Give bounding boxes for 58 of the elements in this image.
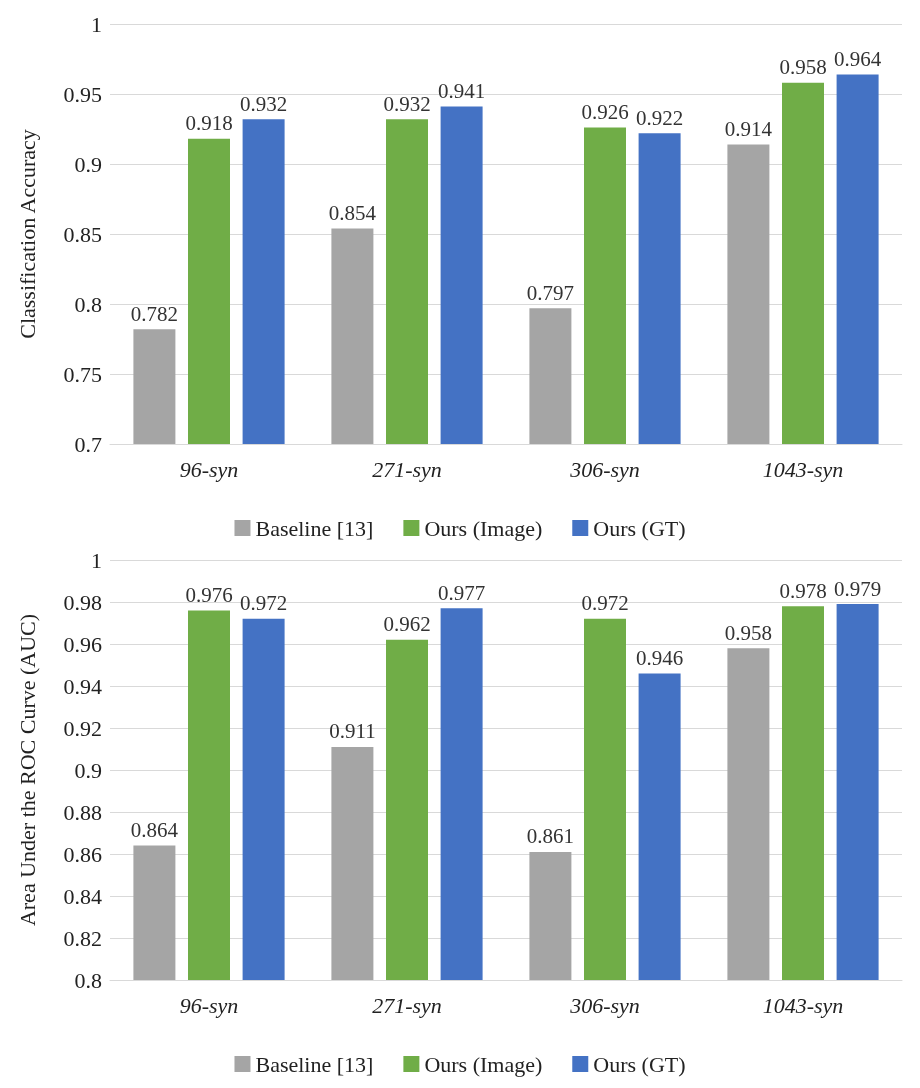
- y-tick-label: 0.9: [74, 151, 102, 177]
- data-label: 0.978: [779, 578, 827, 603]
- y-tick-label: 0.98: [63, 589, 102, 615]
- data-label: 0.977: [437, 580, 486, 605]
- y-tick-label: 0.96: [63, 631, 102, 657]
- y-tick-label: 0.85: [63, 221, 102, 247]
- data-label: 0.976: [185, 582, 233, 607]
- x-tick-label: 306-syn: [569, 456, 640, 482]
- legend-label: Ours (GT): [593, 515, 686, 541]
- data-label: 0.854: [328, 200, 377, 225]
- data-label: 0.797: [526, 280, 575, 305]
- data-label: 0.926: [581, 100, 629, 125]
- data-label: 0.914: [724, 116, 773, 141]
- y-tick-label: 0.95: [63, 81, 102, 107]
- x-tick-label: 306-syn: [569, 992, 640, 1018]
- data-label: 0.979: [833, 576, 882, 601]
- data-label: 0.861: [526, 824, 575, 849]
- legend-label: Ours (GT): [593, 1051, 686, 1077]
- x-tick-label: 271-syn: [372, 992, 442, 1018]
- data-label: 0.958: [724, 620, 773, 645]
- y-tick-label: 1: [91, 11, 102, 37]
- data-label: 0.782: [130, 301, 179, 326]
- y-tick-label: 0.88: [63, 799, 102, 825]
- x-tick-label: 1043-syn: [762, 456, 844, 482]
- y-tick-label: 0.7: [74, 431, 102, 457]
- data-label: 0.962: [383, 612, 431, 637]
- x-tick-label: 96-syn: [179, 992, 239, 1018]
- y-tick-label: 0.8: [74, 291, 102, 317]
- data-label: 0.864: [130, 818, 179, 843]
- x-tick-label: 1043-syn: [762, 992, 844, 1018]
- y-tick-label: 0.84: [63, 883, 102, 909]
- data-label: 0.911: [329, 719, 376, 744]
- data-label: 0.958: [779, 55, 827, 80]
- y-tick-label: 0.75: [63, 361, 102, 387]
- legend-label: Ours (Image): [424, 515, 543, 541]
- data-label: 0.932: [383, 91, 431, 116]
- y-tick-label: 0.9: [74, 757, 102, 783]
- data-label: 0.946: [635, 645, 684, 670]
- y-tick-label: 0.8: [74, 967, 102, 993]
- data-label: 0.964: [833, 46, 882, 71]
- data-label: 0.972: [581, 591, 629, 616]
- legend-label: Baseline [13]: [255, 1051, 374, 1077]
- legend-label: Baseline [13]: [255, 515, 374, 541]
- data-label: 0.972: [239, 591, 288, 616]
- y-tick-label: 0.86: [63, 841, 102, 867]
- x-tick-label: 271-syn: [372, 456, 442, 482]
- y-tick-label: 1: [91, 547, 102, 573]
- y-tick-label: 0.94: [63, 673, 102, 699]
- legend-label: Ours (Image): [424, 1051, 543, 1077]
- data-label: 0.922: [635, 105, 684, 130]
- data-label: 0.918: [185, 111, 233, 136]
- data-label: 0.941: [437, 79, 486, 104]
- y-axis-title: Classification Accuracy: [14, 129, 40, 339]
- data-label: 0.932: [239, 91, 288, 116]
- y-axis-title: Area Under the ROC Curve (AUC): [14, 613, 40, 927]
- y-tick-label: 0.82: [63, 925, 102, 951]
- y-tick-label: 0.92: [63, 715, 102, 741]
- x-tick-label: 96-syn: [179, 456, 239, 482]
